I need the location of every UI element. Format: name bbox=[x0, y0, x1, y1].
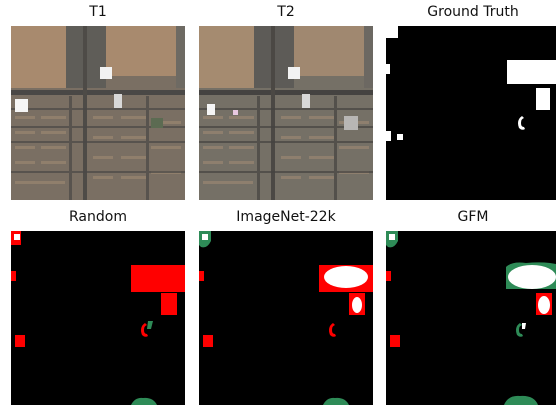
gfm-prediction-mask bbox=[386, 231, 556, 405]
ground-truth-mask bbox=[386, 26, 556, 200]
random-prediction-mask bbox=[11, 231, 185, 405]
panel-title-ground-truth: Ground Truth bbox=[427, 4, 519, 20]
imagenet-prediction-mask bbox=[199, 231, 373, 405]
panel-title-t2: T2 bbox=[277, 4, 295, 20]
panel-title-imagenet: ImageNet-22k bbox=[236, 209, 336, 225]
panel-title-gfm: GFM bbox=[457, 209, 489, 225]
panel-title-t1: T1 bbox=[89, 4, 107, 20]
t1-satellite-image bbox=[11, 26, 185, 200]
panel-title-random: Random bbox=[69, 209, 127, 225]
t2-satellite-image bbox=[199, 26, 373, 200]
